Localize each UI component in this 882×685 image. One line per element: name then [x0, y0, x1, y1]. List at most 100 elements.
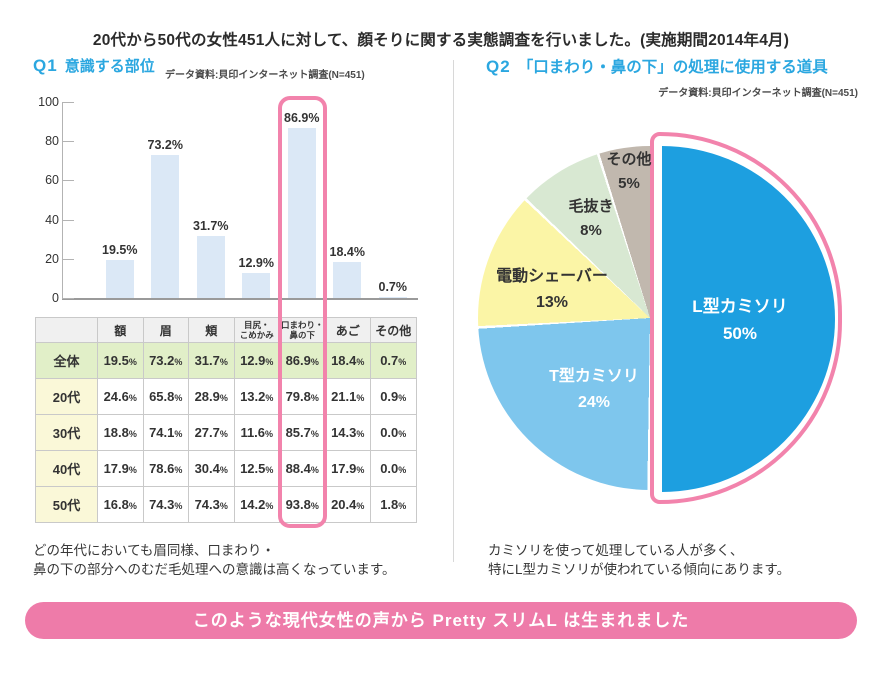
y-axis-tick-label: 80 [45, 134, 59, 149]
bar-value-label: 86.9% [284, 110, 320, 125]
table-cell: 86.9% [279, 342, 326, 379]
table-row-label: 20代 [35, 378, 98, 415]
y-axis-tick [62, 180, 74, 182]
table-col-header: 頬 [188, 317, 235, 343]
y-axis-line [62, 102, 63, 298]
table-col-header: 口まわり・ 鼻の下 [279, 317, 326, 343]
table-cell: 0.0% [370, 414, 417, 451]
table-col-header: その他 [370, 317, 417, 343]
table-col-header: 額 [97, 317, 144, 343]
y-axis-tick [62, 141, 74, 143]
q2-note: カミソリを使って処理している人が多く、 特にL型カミソリが使われている傾向にあり… [488, 541, 790, 579]
pie-label-毛抜き: 毛抜き 8% [568, 198, 614, 240]
bar-value-label: 12.9% [238, 255, 274, 270]
table-cell: 14.3% [324, 414, 371, 451]
bottom-banner: このような現代女性の声から Pretty スリムL は生まれました [25, 602, 857, 639]
q2-heading: Q2 「口まわり・鼻の下」の処理に使用する道具 [486, 55, 828, 77]
table-col-header: 眉 [142, 317, 189, 343]
x-axis-line [62, 298, 418, 300]
pie-label-電動シェーバー: 電動シェーバー 13% [496, 268, 608, 311]
table-cell: 0.0% [370, 450, 417, 487]
table-cell: 13.2% [233, 378, 280, 415]
table-cell: 0.7% [370, 342, 417, 379]
y-axis-tick-label: 20 [45, 251, 59, 266]
table-row: 40代 17.9% 78.6% 30.4% 12.5% 88.4% 17.9% 0.0% [35, 450, 417, 487]
table-cell: 12.5% [233, 450, 280, 487]
q1-source-note: データ資料:貝印インターネット調査(N=451) [165, 70, 365, 81]
table-row-label: 40代 [35, 450, 98, 487]
table-cell: 85.7% [279, 414, 326, 451]
table-cell: 74.3% [142, 486, 189, 523]
table-cell: 19.5% [97, 342, 144, 379]
table-row-label: 50代 [35, 486, 98, 523]
table-cell: 74.3% [188, 486, 235, 523]
bar-口まわり・鼻の下 [287, 127, 316, 298]
q1-note: どの年代においても眉同様、口まわり・ 鼻の下の部分へのむだ毛処理への意識は高くな… [33, 541, 395, 579]
q1-bar-chart: 0 20 40 60 80 100 19.5% 73.2% 31.7% 12.9% 86.9% 18.… [35, 90, 419, 305]
table-cell: 17.9% [324, 450, 371, 487]
q1-title: 意識する部位 [64, 58, 155, 75]
q1-label: Q1 [33, 56, 58, 75]
y-axis-tick-label: 40 [45, 212, 59, 227]
table-row: 20代 24.6% 65.8% 28.9% 13.2% 79.8% 21.1% 0.9% [35, 378, 417, 415]
table-cell: 17.9% [97, 450, 144, 487]
table-cell: 11.6% [233, 414, 280, 451]
bar-value-label: 18.4% [329, 244, 365, 259]
pie-label-T型カミソリ: T型カミソリ 24% [549, 368, 639, 411]
table-row: 全体 19.5% 73.2% 31.7% 12.9% 86.9% 18.4% 0.7% [35, 342, 417, 379]
q1-heading: Q1 意識する部位 [33, 55, 155, 76]
y-axis-tick [62, 102, 74, 103]
bar-額 [105, 259, 134, 298]
y-axis-tick [62, 258, 74, 260]
bar-value-label: 73.2% [147, 137, 183, 152]
table-cell: 27.7% [188, 414, 235, 451]
bar-あご [333, 261, 362, 298]
q2-title: 「口まわり・鼻の下」の処理に使用する道具 [517, 59, 828, 76]
table-cell: 79.8% [279, 378, 326, 415]
table-cell: 30.4% [188, 450, 235, 487]
table-cell: 12.9% [233, 342, 280, 379]
q2-source-note: データ資料:貝印インターネット調査(N=451) [658, 88, 858, 99]
y-axis-tick-label: 0 [52, 291, 59, 305]
table-cell: 28.9% [188, 378, 235, 415]
table-cell: 16.8% [97, 486, 144, 523]
table-cell: 14.2% [233, 486, 280, 523]
column-divider [453, 60, 454, 562]
y-axis-tick [62, 298, 74, 299]
table-col-header: 目尻・ こめかみ [233, 317, 280, 343]
pie-label-L型カミソリ: L型カミソリ 50% [692, 297, 788, 343]
table-cell: 0.9% [370, 378, 417, 415]
q2-note-line1: カミソリを使って処理している人が多く、 [488, 543, 744, 558]
highlight-outline-mouth-nose-column [278, 96, 327, 528]
table-cell: 1.8% [370, 486, 417, 523]
q1-note-line2: 鼻の下の部分へのむだ毛処理への意識は高くなっています。 [33, 562, 396, 577]
table-cell: 21.1% [324, 378, 371, 415]
page-title: 20代から50代の女性451人に対して、顔そりに関する実態調査を行いました。(実… [92, 32, 790, 49]
table-cell: 24.6% [97, 378, 144, 415]
table-row-label: 30代 [35, 414, 98, 451]
q1-note-line1: どの年代においても眉同様、口まわり・ [33, 543, 275, 558]
table-col-header: あご [324, 317, 371, 343]
bar-眉 [151, 154, 180, 298]
table-cell: 74.1% [142, 414, 189, 451]
table-cell: 65.8% [142, 378, 189, 415]
table-cell: 20.4% [324, 486, 371, 523]
pie-label-その他: その他 5% [606, 151, 652, 193]
table-row-label: 全体 [35, 342, 98, 379]
bar-その他 [378, 296, 407, 298]
bar-頬 [196, 235, 225, 298]
bar-value-label: 0.7% [378, 279, 408, 294]
table-cell: 73.2% [142, 342, 189, 379]
y-axis-tick-label: 60 [45, 173, 59, 188]
table-cell: 78.6% [142, 450, 189, 487]
q2-note-line2: 特にL型カミソリが使われている傾向にあります。 [488, 562, 791, 577]
table-cell: 31.7% [188, 342, 235, 379]
bar-value-label: 31.7% [193, 218, 229, 233]
bar-目尻・こめかみ [242, 272, 271, 298]
table-row: 50代 16.8% 74.3% 74.3% 14.2% 93.8% 20.4% 1.8% [35, 486, 417, 523]
q2-label: Q2 [486, 57, 511, 76]
y-axis-tick-label: 100 [38, 95, 59, 109]
y-axis-tick [62, 219, 74, 221]
q1-data-table: 額眉頬目尻・ こめかみ 口まわり・ 鼻の下 あご その他 全体 19.5% 73.2% 31.7%… [35, 317, 417, 523]
